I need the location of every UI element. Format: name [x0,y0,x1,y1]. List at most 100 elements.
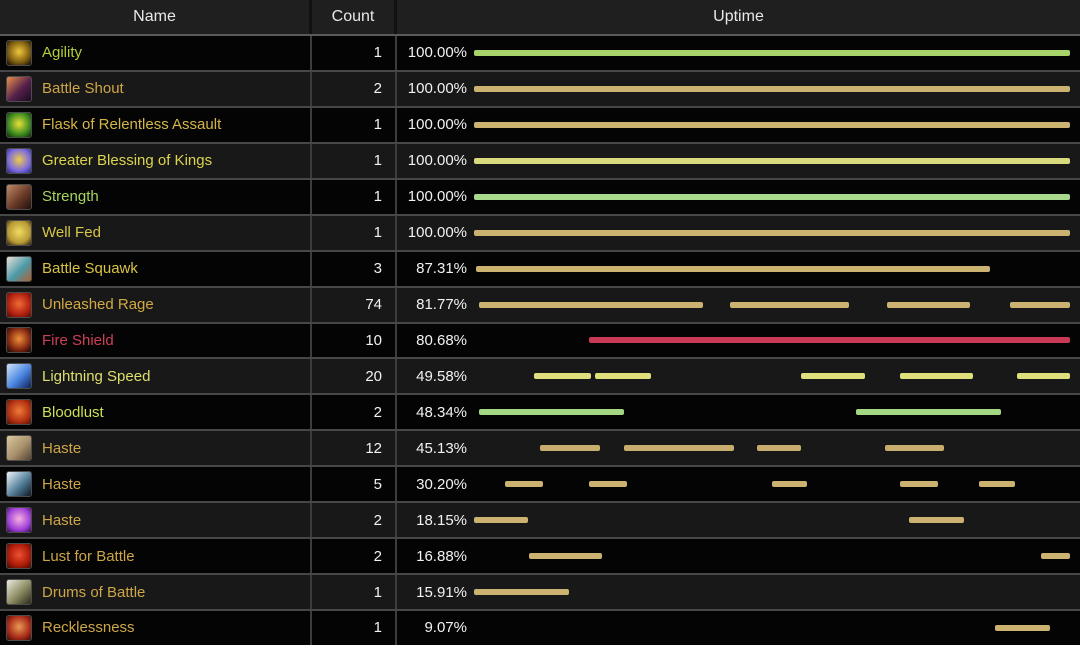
buff-name[interactable]: Strength [42,188,99,206]
uptime-bar-segment [474,193,1070,200]
uptime-bar-segment [474,157,1070,164]
buff-name[interactable]: Haste [42,511,82,529]
uptime-timeline [474,553,1070,560]
table-row: Haste 2 18.15% [0,501,1080,538]
uptime-bar-segment [474,589,569,596]
buff-name[interactable]: Battle Shout [42,80,124,98]
buff-count: 2 [312,503,397,538]
uptime-timeline [474,589,1070,596]
buff-name[interactable]: Agility [42,44,83,62]
uptime-bar-segment [594,373,651,380]
lightning-speed-icon [6,363,32,390]
uptime-bar-segment [1010,301,1070,308]
uptime-cell: 48.34% [397,395,1080,429]
uptime-bar-segment [772,481,808,488]
buff-count: 1 [312,143,397,178]
drums-of-battle-icon [6,579,32,606]
table-row: Well Fed 1 100.00% [0,213,1080,250]
lust-for-battle-icon [6,543,32,570]
buff-name[interactable]: Recklessness [42,619,135,637]
buff-count: 2 [312,71,397,106]
uptime-timeline [474,373,1070,380]
uptime-percent: 87.31% [416,260,467,278]
buff-name-cell: Haste [0,467,312,502]
uptime-cell: 100.00% [397,180,1080,214]
buff-name-cell: Battle Shout [0,71,312,106]
uptime-bar-segment [474,85,1070,92]
haste-lightning-icon [6,471,32,498]
buff-count: 1 [312,179,397,214]
bloodlust-icon [6,399,32,426]
uptime-bar-segment [474,517,529,524]
agility-icon [6,39,32,66]
flask-of-relentless-assault-icon [6,111,32,138]
buff-name-cell: Fire Shield [0,323,312,358]
buff-name-cell: Strength [0,179,312,214]
uptime-bar-segment [756,445,801,452]
buff-count: 1 [312,215,397,250]
buff-count: 74 [312,287,397,322]
column-header-uptime[interactable]: Uptime [713,8,764,25]
table-header: Name Count Uptime [0,0,1080,36]
column-header-name[interactable]: Name [0,0,312,34]
buff-name[interactable]: Haste [42,439,82,457]
uptime-timeline [474,229,1070,236]
buff-name[interactable]: Bloodlust [42,403,104,421]
buff-name[interactable]: Drums of Battle [42,583,146,601]
uptime-bar-segment [589,481,627,488]
uptime-timeline [474,157,1070,164]
uptime-cell: 45.13% [397,431,1080,465]
buff-count: 5 [312,467,397,502]
buff-name[interactable]: Well Fed [42,224,101,242]
buff-name[interactable]: Fire Shield [42,331,114,349]
uptime-percent: 100.00% [407,80,467,98]
column-header-count[interactable]: Count [312,0,397,34]
table-row: Unleashed Rage 74 81.77% [0,285,1080,322]
buff-name[interactable]: Unleashed Rage [42,296,154,314]
buff-name[interactable]: Haste [42,475,82,493]
uptime-bar-segment [1041,553,1070,560]
uptime-timeline [474,49,1070,56]
uptime-bar-segment [474,121,1070,128]
uptime-bar-segment [478,301,704,308]
uptime-percent: 15.91% [416,583,467,601]
uptime-bar-segment [529,553,603,560]
greater-blessing-of-kings-icon [6,147,32,174]
table-row: Recklessness 1 9.07% [0,609,1080,645]
buff-name[interactable]: Greater Blessing of Kings [42,152,213,170]
uptime-percent: 100.00% [407,188,467,206]
uptime-percent: 100.00% [407,224,467,242]
buff-name-cell: Unleashed Rage [0,287,312,322]
uptime-bar-segment [900,373,973,380]
uptime-cell: 100.00% [397,36,1080,70]
uptime-timeline [474,624,1070,631]
buff-name[interactable]: Lust for Battle [42,547,135,565]
buff-name-cell: Bloodlust [0,395,312,430]
table-row: Lightning Speed 20 49.58% [0,357,1080,394]
uptime-bar-segment [730,301,850,308]
uptime-percent: 49.58% [416,367,467,385]
uptime-timeline [474,337,1070,344]
uptime-cell: 81.77% [397,288,1080,322]
table-row: Agility 1 100.00% [0,36,1080,70]
table-row: Fire Shield 10 80.68% [0,321,1080,358]
buff-count: 2 [312,539,397,574]
uptime-cell: 30.20% [397,467,1080,501]
buff-name-cell: Lust for Battle [0,539,312,574]
buff-count: 2 [312,395,397,430]
buff-count: 3 [312,251,397,286]
buff-count: 1 [312,611,397,645]
uptime-percent: 16.88% [416,547,467,565]
uptime-timeline [474,85,1070,92]
buff-name[interactable]: Flask of Relentless Assault [42,116,222,134]
buff-count: 1 [312,575,397,609]
buff-count: 10 [312,323,397,358]
uptime-timeline [474,481,1070,488]
uptime-percent: 18.15% [416,511,467,529]
uptime-bar-segment [474,229,1070,236]
buff-name[interactable]: Battle Squawk [42,260,138,278]
buff-name-cell: Flask of Relentless Assault [0,107,312,142]
buff-name[interactable]: Lightning Speed [42,367,151,385]
uptime-bar-segment [474,49,1070,56]
